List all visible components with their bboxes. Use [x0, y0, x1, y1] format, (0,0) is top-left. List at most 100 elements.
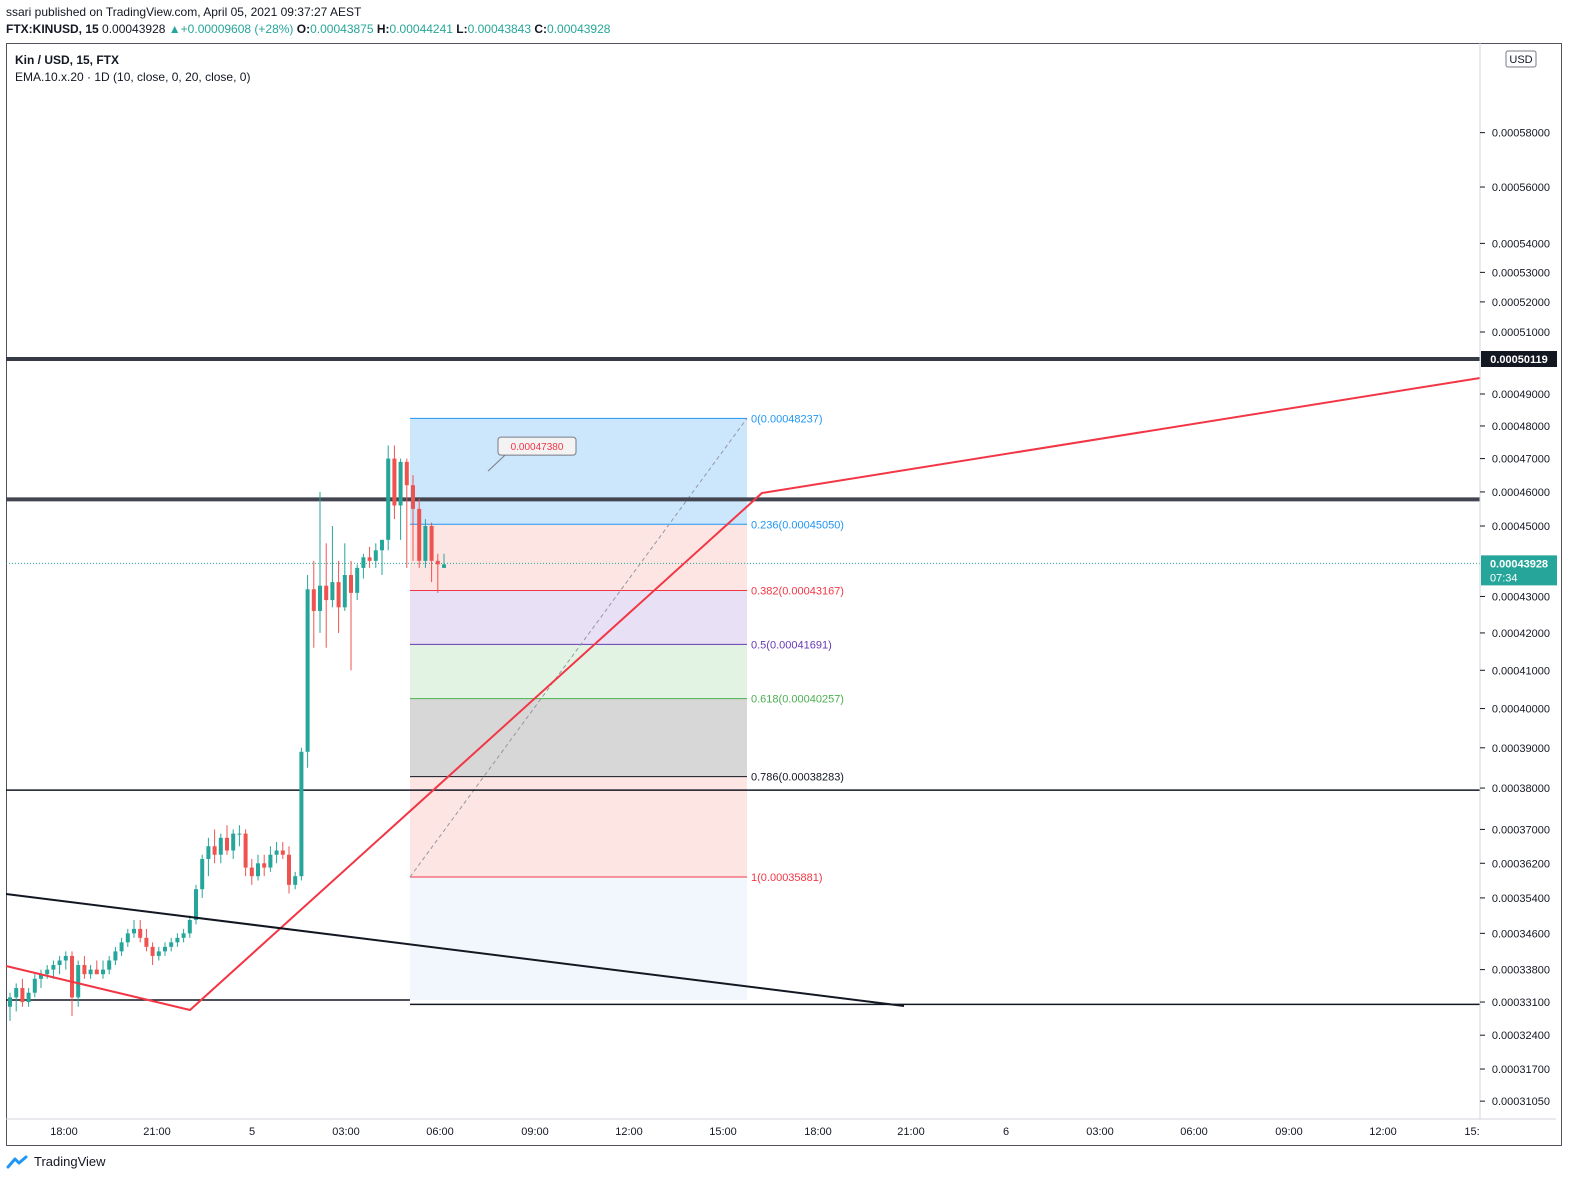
change-arrow-icon: ▲ [168, 22, 181, 36]
candle-body [125, 933, 130, 943]
candle-body [39, 974, 43, 979]
time-tick-label: 18:00 [50, 1126, 78, 1138]
low-value: 0.00043843 [467, 22, 532, 36]
time-tick-label: 15:00 [709, 1126, 737, 1138]
candle-body [63, 955, 68, 961]
fib-trend-dashed-line [409, 418, 748, 878]
candle-body [169, 942, 174, 947]
fib-zone [410, 698, 747, 777]
candle-body [200, 859, 205, 890]
candle-body [293, 876, 298, 885]
horizontal-levels [6, 357, 1480, 1006]
candle-body [268, 854, 273, 868]
candle-body [163, 946, 167, 952]
open-value: 0.00043875 [310, 22, 374, 36]
candle-body [380, 539, 384, 551]
price-callout-pointer [487, 454, 506, 472]
time-tick-label: 06:00 [426, 1126, 454, 1138]
currency-button [1505, 50, 1537, 68]
candle-body [101, 969, 105, 975]
price-tick-label: 0.00054000 [1492, 238, 1550, 250]
candle-body [311, 589, 316, 611]
open-label: O: [296, 22, 311, 36]
price-tick-label: 0.00046000 [1492, 487, 1550, 499]
resistance-level-thick [6, 357, 1480, 361]
price-tick-label: 0.00047000 [1492, 454, 1550, 466]
candle-body [318, 585, 322, 611]
price-tick-label: 0.00039000 [1492, 743, 1550, 755]
time-axis: 18:00 21:00 5 03:00 06:00 09:00 12:00 15:00 18:0… [6, 1118, 1556, 1138]
candle-body [435, 560, 440, 565]
candle-body [386, 458, 391, 540]
candle-body [194, 889, 198, 920]
candle-body [107, 960, 112, 970]
time-tick-label: 03:00 [332, 1126, 360, 1138]
price-tick-label: 0.00038000 [1492, 783, 1550, 795]
time-tick-label: 15: [1464, 1126, 1479, 1138]
candle-body [218, 837, 223, 855]
price-tick-label: 0.00045000 [1492, 521, 1550, 533]
fib-level-label: 0.236(0.00045050) [751, 519, 844, 531]
candle-body [361, 557, 366, 568]
candle-body [113, 951, 118, 961]
price-tick-label: 0.00058000 [1492, 128, 1550, 140]
price-marker-dark-label: 0.00050119 [1490, 354, 1548, 366]
time-tick-label: 09:00 [521, 1126, 549, 1138]
candle-body [225, 837, 229, 851]
candle-body [336, 582, 341, 608]
candle-body [243, 833, 248, 868]
red-trend-line [5, 377, 1481, 1012]
price-tick-label: 0.00034600 [1492, 928, 1550, 940]
indicator-legend[interactable]: EMA.10.x.20 · 1D (10, close, 0, 20, clos… [15, 70, 251, 84]
candle-body [14, 988, 19, 998]
candle-body [355, 567, 360, 593]
candle-body [280, 850, 285, 855]
candle-body [349, 574, 353, 593]
candle-body [119, 942, 124, 952]
candle-body [132, 928, 136, 934]
price-tick-label: 0.00051000 [1492, 327, 1550, 339]
candle-body [150, 946, 155, 956]
time-tick-label: 21:00 [143, 1126, 171, 1138]
price-tick-label: 0.00037000 [1492, 824, 1550, 836]
candle-body [8, 997, 12, 1007]
price-tick-label: 0.00052000 [1492, 297, 1550, 309]
fib-level-label: 0.5(0.00041691) [751, 639, 832, 651]
fib-level-label: 0.618(0.00040257) [751, 694, 844, 706]
high-value: 0.00044241 [389, 22, 453, 36]
fibonacci-retracement: 0(0.00048237) 0.236(0.00045050) 0.382(0.00… [409, 413, 844, 1000]
trend-lines: 0.00047380 [5, 377, 1481, 1012]
candle-body [274, 850, 279, 855]
price-tick-label: 0.00036200 [1492, 858, 1550, 870]
candle-body [392, 458, 397, 506]
time-tick-label: 18:00 [804, 1126, 832, 1138]
fib-zone [410, 590, 747, 645]
candle-body [342, 574, 347, 608]
price-tick-label: 0.00042000 [1492, 628, 1550, 640]
fib-level-label: 1(0.00035881) [751, 872, 823, 884]
tradingview-logo[interactable]: TradingView [6, 1154, 106, 1169]
tradingview-cloud-icon [6, 1155, 28, 1168]
candle-body [138, 928, 143, 938]
fib-zone [410, 524, 747, 591]
chart-frame[interactable] [6, 43, 1562, 1146]
fib-extension-zone [410, 877, 747, 1000]
price-callout-text: 0.00047380 [511, 442, 564, 453]
candle-body [324, 585, 329, 601]
candle-body [175, 937, 180, 943]
candle-body [20, 988, 25, 1003]
price-tick-label: 0.00035400 [1492, 893, 1550, 905]
candle-body [373, 550, 378, 561]
price-tick-label: 0.00031700 [1492, 1064, 1550, 1076]
candlestick-series [8, 445, 446, 1021]
currency-button-label: USD [1509, 54, 1532, 66]
price-marker-current-label: 0.00043928 [1490, 558, 1548, 570]
candle-body [32, 978, 37, 993]
time-tick-label: 12:00 [615, 1126, 643, 1138]
brand-name: TradingView [34, 1154, 106, 1169]
candle-body [57, 960, 62, 966]
candle-body [404, 461, 409, 486]
high-label: H: [376, 22, 390, 36]
price-tick-label: 0.00033800 [1492, 965, 1550, 977]
